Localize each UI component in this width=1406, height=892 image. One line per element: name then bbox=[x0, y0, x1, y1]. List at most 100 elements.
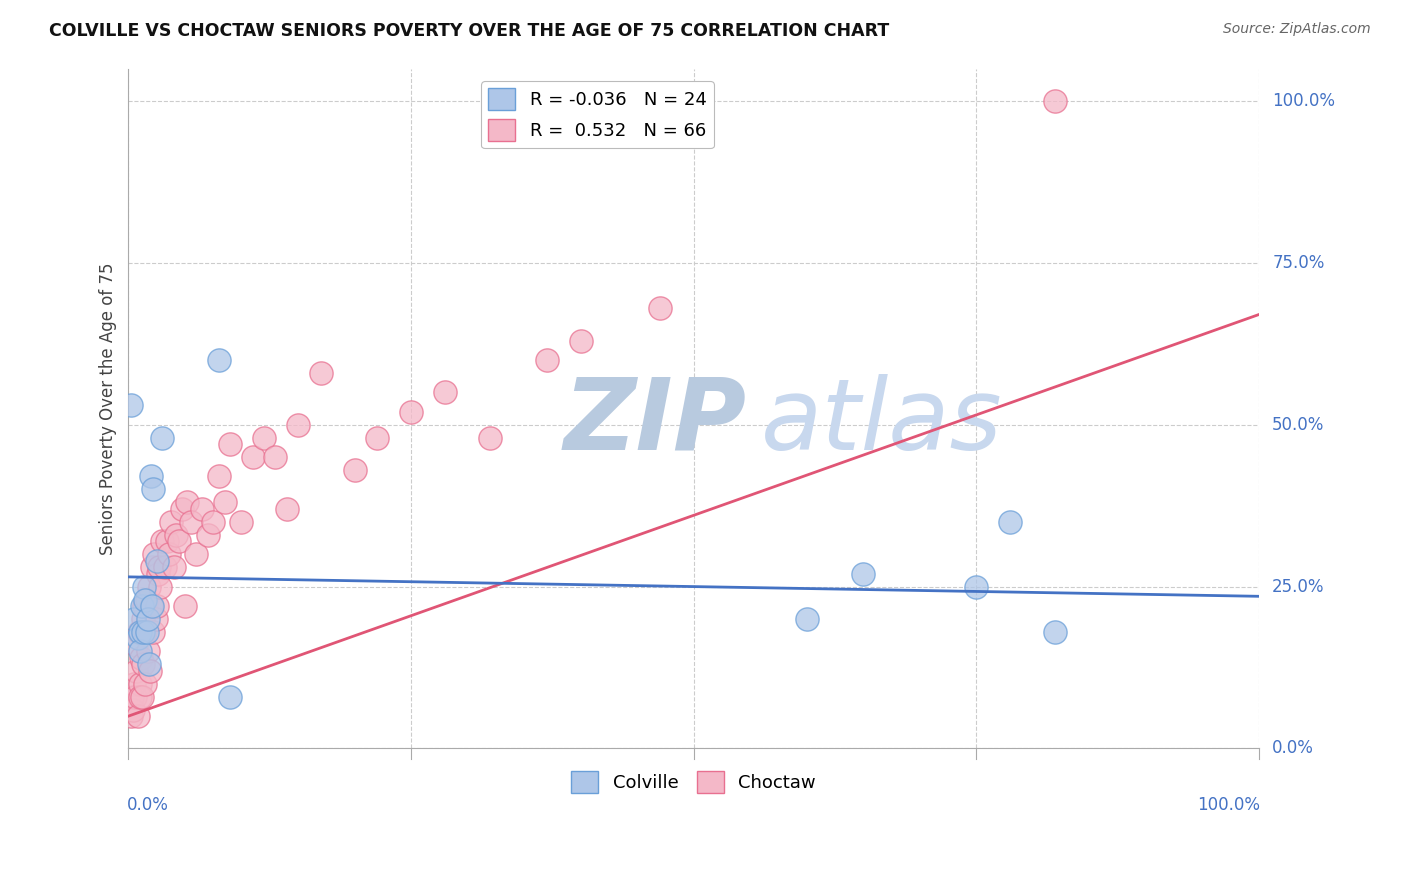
Point bbox=[142, 624, 165, 639]
Point bbox=[174, 599, 197, 613]
Point bbox=[309, 366, 332, 380]
Point bbox=[202, 515, 225, 529]
Point bbox=[138, 657, 160, 672]
Point bbox=[134, 592, 156, 607]
Point bbox=[176, 495, 198, 509]
Point bbox=[128, 644, 150, 658]
Point bbox=[128, 624, 150, 639]
Point bbox=[132, 657, 155, 672]
Legend: Colville, Choctaw: Colville, Choctaw bbox=[564, 764, 823, 801]
Text: atlas: atlas bbox=[762, 374, 1002, 471]
Point bbox=[214, 495, 236, 509]
Point bbox=[150, 431, 173, 445]
Point bbox=[128, 677, 150, 691]
Point bbox=[276, 501, 298, 516]
Point bbox=[343, 463, 366, 477]
Point bbox=[479, 431, 502, 445]
Point bbox=[157, 547, 180, 561]
Point bbox=[121, 690, 143, 704]
Point bbox=[127, 709, 149, 723]
Point bbox=[569, 334, 592, 348]
Point bbox=[186, 547, 208, 561]
Point bbox=[124, 690, 146, 704]
Point bbox=[128, 624, 150, 639]
Point bbox=[122, 612, 145, 626]
Point bbox=[208, 469, 231, 483]
Text: 100.0%: 100.0% bbox=[1272, 92, 1336, 110]
Point bbox=[145, 599, 167, 613]
Point bbox=[134, 677, 156, 691]
Point bbox=[150, 534, 173, 549]
Point bbox=[253, 431, 276, 445]
Point bbox=[129, 650, 152, 665]
Point bbox=[208, 353, 231, 368]
Point bbox=[148, 560, 170, 574]
Text: ZIP: ZIP bbox=[564, 374, 747, 471]
Point bbox=[136, 644, 159, 658]
Point bbox=[120, 398, 142, 412]
Point bbox=[145, 612, 167, 626]
Point bbox=[122, 703, 145, 717]
Point bbox=[287, 417, 309, 432]
Point bbox=[536, 353, 558, 368]
Point bbox=[138, 580, 160, 594]
Point bbox=[160, 515, 183, 529]
Point bbox=[852, 566, 875, 581]
Point bbox=[131, 690, 153, 704]
Point bbox=[141, 599, 163, 613]
Point bbox=[149, 580, 172, 594]
Text: Source: ZipAtlas.com: Source: ZipAtlas.com bbox=[1223, 22, 1371, 37]
Point bbox=[156, 534, 179, 549]
Point bbox=[131, 599, 153, 613]
Point bbox=[125, 638, 148, 652]
Point bbox=[135, 592, 157, 607]
Text: 0.0%: 0.0% bbox=[128, 796, 169, 814]
Point bbox=[132, 624, 155, 639]
Point bbox=[146, 566, 169, 581]
Point bbox=[169, 534, 191, 549]
Point bbox=[134, 580, 156, 594]
Point bbox=[648, 301, 671, 315]
Point bbox=[1045, 94, 1067, 108]
Point bbox=[219, 690, 242, 704]
Point bbox=[998, 515, 1021, 529]
Point bbox=[139, 664, 162, 678]
Point bbox=[163, 560, 186, 574]
Point bbox=[122, 677, 145, 691]
Point bbox=[132, 612, 155, 626]
Point bbox=[127, 632, 149, 646]
Text: 50.0%: 50.0% bbox=[1272, 416, 1324, 434]
Text: 0.0%: 0.0% bbox=[1272, 739, 1315, 757]
Point bbox=[399, 405, 422, 419]
Point bbox=[231, 515, 253, 529]
Y-axis label: Seniors Poverty Over the Age of 75: Seniors Poverty Over the Age of 75 bbox=[100, 262, 117, 555]
Point bbox=[264, 450, 287, 464]
Point bbox=[433, 385, 456, 400]
Point bbox=[141, 560, 163, 574]
Point bbox=[1045, 624, 1067, 639]
Point bbox=[136, 612, 159, 626]
Point bbox=[180, 515, 202, 529]
Point bbox=[170, 501, 193, 516]
Text: 75.0%: 75.0% bbox=[1272, 254, 1324, 272]
Text: COLVILLE VS CHOCTAW SENIORS POVERTY OVER THE AGE OF 75 CORRELATION CHART: COLVILLE VS CHOCTAW SENIORS POVERTY OVER… bbox=[49, 22, 890, 40]
Point bbox=[134, 599, 156, 613]
Point bbox=[219, 437, 242, 451]
Point bbox=[145, 554, 167, 568]
Point bbox=[197, 528, 219, 542]
Point bbox=[143, 547, 166, 561]
Point bbox=[242, 450, 264, 464]
Text: 25.0%: 25.0% bbox=[1272, 578, 1324, 596]
Text: 100.0%: 100.0% bbox=[1197, 796, 1260, 814]
Point bbox=[366, 431, 388, 445]
Point bbox=[139, 469, 162, 483]
Point bbox=[153, 560, 176, 574]
Point bbox=[796, 612, 818, 626]
Point bbox=[142, 483, 165, 497]
Point bbox=[139, 599, 162, 613]
Point bbox=[965, 580, 987, 594]
Point bbox=[120, 709, 142, 723]
Point bbox=[125, 664, 148, 678]
Point bbox=[134, 624, 156, 639]
Point bbox=[135, 624, 157, 639]
